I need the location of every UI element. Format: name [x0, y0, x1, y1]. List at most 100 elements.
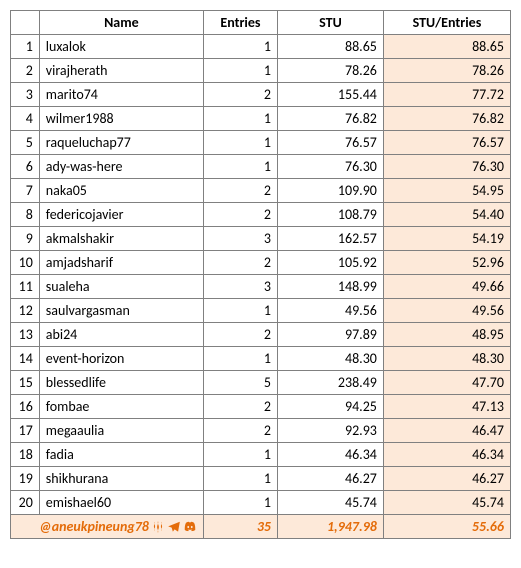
- cell-stu-entries: 88.65: [383, 35, 510, 59]
- cell-entries: 1: [203, 155, 277, 179]
- cell-rank: 19: [11, 467, 40, 491]
- cell-rank: 16: [11, 395, 40, 419]
- cell-rank: 15: [11, 371, 40, 395]
- table-row: 7naka052109.9054.95: [11, 179, 511, 203]
- cell-entries: 1: [203, 107, 277, 131]
- cell-name: sualeha: [39, 275, 203, 299]
- table-row: 11sualeha3148.9949.66: [11, 275, 511, 299]
- cell-stu: 97.89: [278, 323, 384, 347]
- cell-rank: 14: [11, 347, 40, 371]
- table-row: 19shikhurana146.2746.27: [11, 467, 511, 491]
- total-entries: 35: [203, 515, 277, 539]
- cell-stu: 48.30: [278, 347, 384, 371]
- cell-stu-entries: 47.13: [383, 395, 510, 419]
- table-row: 20emishael60145.7445.74: [11, 491, 511, 515]
- cell-rank: 6: [11, 155, 40, 179]
- cell-stu-entries: 47.70: [383, 371, 510, 395]
- cell-entries: 2: [203, 203, 277, 227]
- cell-rank: 10: [11, 251, 40, 275]
- cell-stu-entries: 49.66: [383, 275, 510, 299]
- cell-rank: 13: [11, 323, 40, 347]
- header-name: Name: [39, 11, 203, 35]
- table-row: 2virajherath178.2678.26: [11, 59, 511, 83]
- cell-stu-entries: 54.19: [383, 227, 510, 251]
- cell-entries: 1: [203, 59, 277, 83]
- cell-entries: 2: [203, 251, 277, 275]
- table-row: 12saulvargasman149.5649.56: [11, 299, 511, 323]
- telegram-icon: [167, 520, 181, 534]
- table-row: 6ady-was-here176.3076.30: [11, 155, 511, 179]
- cell-stu-entries: 48.95: [383, 323, 510, 347]
- discord-icon: [183, 520, 197, 534]
- cell-stu: 148.99: [278, 275, 384, 299]
- cell-name: saulvargasman: [39, 299, 203, 323]
- cell-name: marito74: [39, 83, 203, 107]
- cell-name: raqueluchap77: [39, 131, 203, 155]
- cell-entries: 1: [203, 491, 277, 515]
- cell-name: emishael60: [39, 491, 203, 515]
- cell-stu: 109.90: [278, 179, 384, 203]
- cell-stu-entries: 54.40: [383, 203, 510, 227]
- cell-stu-entries: 54.95: [383, 179, 510, 203]
- cell-rank: 2: [11, 59, 40, 83]
- cell-name: virajherath: [39, 59, 203, 83]
- cell-name: wilmer1988: [39, 107, 203, 131]
- cell-stu-entries: 77.72: [383, 83, 510, 107]
- cell-name: luxalok: [39, 35, 203, 59]
- cell-name: fombae: [39, 395, 203, 419]
- cell-stu: 46.27: [278, 467, 384, 491]
- cell-stu-entries: 46.47: [383, 419, 510, 443]
- cell-entries: 3: [203, 227, 277, 251]
- cell-name: megaaulia: [39, 419, 203, 443]
- cell-stu-entries: 76.82: [383, 107, 510, 131]
- table-row: 5raqueluchap77176.5776.57: [11, 131, 511, 155]
- header-corner: [11, 11, 40, 35]
- cell-stu: 76.82: [278, 107, 384, 131]
- steem-icon: [151, 520, 165, 534]
- table-row: 14event-horizon148.3048.30: [11, 347, 511, 371]
- header-entries: Entries: [203, 11, 277, 35]
- cell-rank: 11: [11, 275, 40, 299]
- cell-rank: 18: [11, 443, 40, 467]
- table-row: 13abi24297.8948.95: [11, 323, 511, 347]
- cell-entries: 1: [203, 347, 277, 371]
- cell-stu-entries: 78.26: [383, 59, 510, 83]
- cell-stu-entries: 45.74: [383, 491, 510, 515]
- cell-stu: 108.79: [278, 203, 384, 227]
- cell-stu: 155.44: [278, 83, 384, 107]
- cell-stu: 105.92: [278, 251, 384, 275]
- cell-rank: 12: [11, 299, 40, 323]
- cell-entries: 2: [203, 395, 277, 419]
- cell-stu: 92.93: [278, 419, 384, 443]
- cell-stu: 78.26: [278, 59, 384, 83]
- total-stu-entries: 55.66: [383, 515, 510, 539]
- table-row: 15blessedlife5238.4947.70: [11, 371, 511, 395]
- cell-stu-entries: 76.57: [383, 131, 510, 155]
- cell-rank: 9: [11, 227, 40, 251]
- cell-entries: 1: [203, 467, 277, 491]
- cell-stu: 76.30: [278, 155, 384, 179]
- cell-name: naka05: [39, 179, 203, 203]
- cell-entries: 3: [203, 275, 277, 299]
- cell-stu: 238.49: [278, 371, 384, 395]
- cell-stu: 45.74: [278, 491, 384, 515]
- cell-name: blessedlife: [39, 371, 203, 395]
- cell-stu-entries: 46.27: [383, 467, 510, 491]
- cell-entries: 1: [203, 443, 277, 467]
- table-row: 17megaaulia292.9346.47: [11, 419, 511, 443]
- cell-name: ady-was-here: [39, 155, 203, 179]
- cell-entries: 5: [203, 371, 277, 395]
- cell-stu-entries: 76.30: [383, 155, 510, 179]
- cell-entries: 1: [203, 131, 277, 155]
- cell-stu: 46.34: [278, 443, 384, 467]
- cell-rank: 3: [11, 83, 40, 107]
- cell-name: federicojavier: [39, 203, 203, 227]
- cell-stu: 76.57: [278, 131, 384, 155]
- header-row: Name Entries STU STU/Entries: [11, 11, 511, 35]
- cell-rank: 8: [11, 203, 40, 227]
- table-row: 18fadia146.3446.34: [11, 443, 511, 467]
- total-stu: 1,947.98: [278, 515, 384, 539]
- cell-entries: 2: [203, 179, 277, 203]
- cell-entries: 2: [203, 323, 277, 347]
- cell-name: event-horizon: [39, 347, 203, 371]
